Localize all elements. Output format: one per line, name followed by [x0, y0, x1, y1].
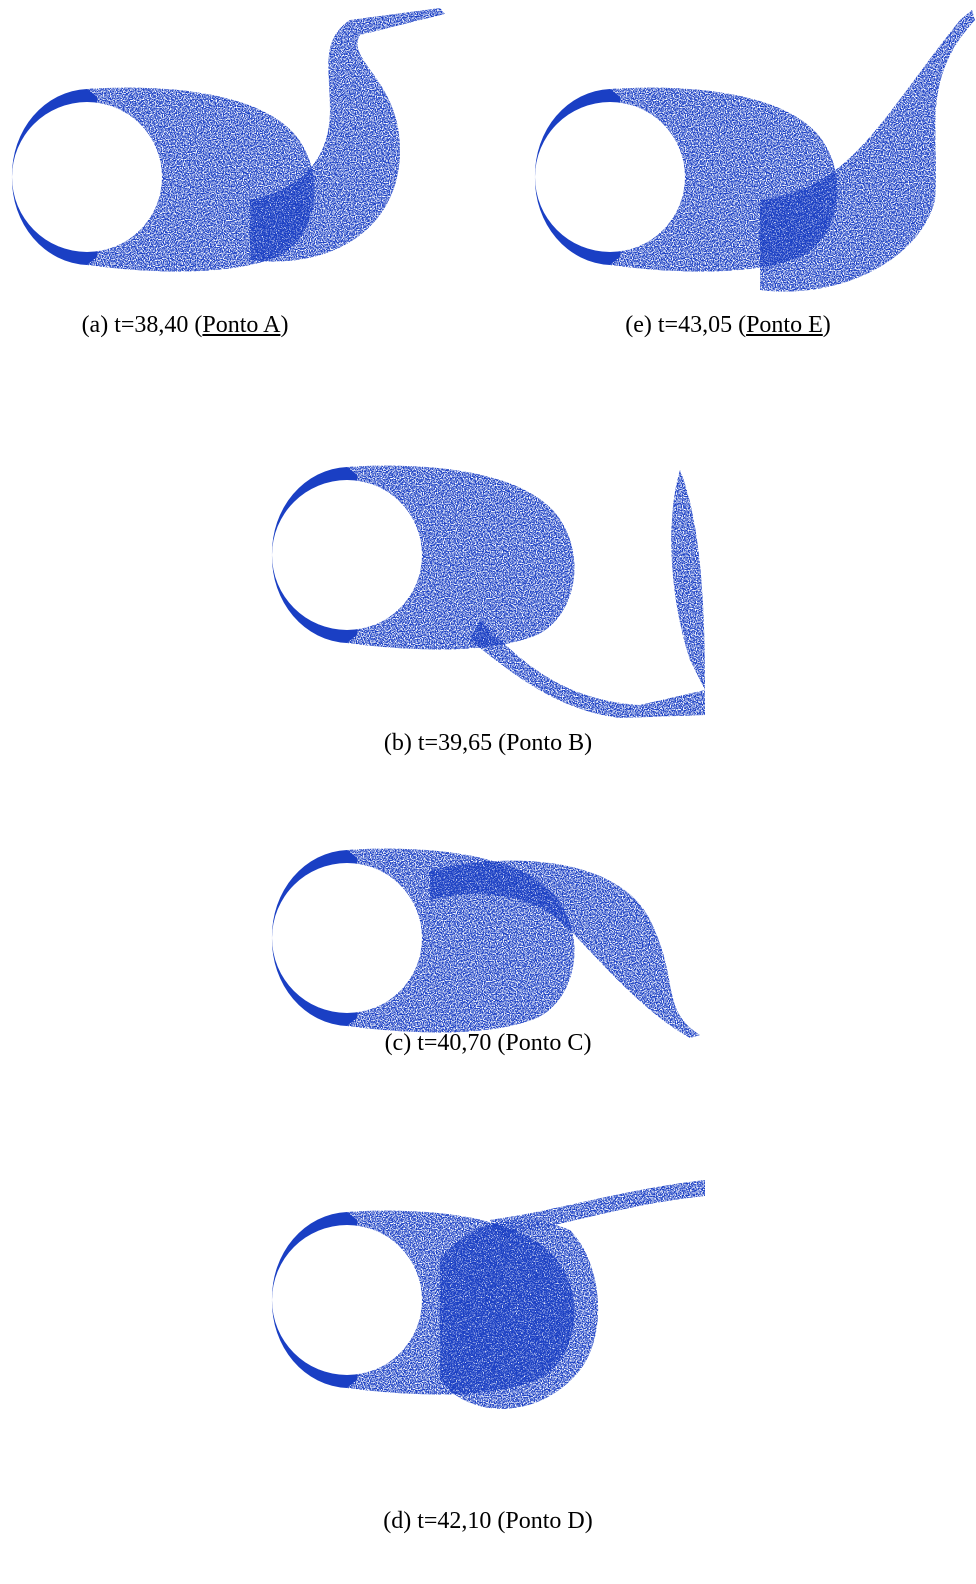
caption: (c) t=40,70 (Ponto C)	[385, 1030, 592, 1057]
page: {"panels": [ {"prefix": "(a) t=38,40 (",…	[0, 0, 976, 1584]
caption-suffix: )	[280, 312, 288, 338]
caption: (b) t=39,65 (Ponto B)	[384, 730, 592, 757]
caption-prefix: (e) t=43,05 (	[625, 312, 746, 338]
panel-a	[12, 8, 445, 272]
caption-prefix: (a) t=38,40 (	[82, 312, 203, 338]
panel-b	[272, 466, 705, 718]
panel-c	[272, 849, 700, 1038]
caption-point: Ponto E	[746, 312, 823, 338]
caption-suffix: )	[583, 1030, 591, 1056]
caption-prefix: (c) t=40,70 (	[385, 1030, 506, 1056]
caption-suffix: )	[585, 1508, 593, 1534]
caption: (e) t=43,05 (Ponto E)	[625, 312, 831, 339]
caption-point: Ponto B	[506, 730, 584, 756]
panel-d	[272, 1180, 705, 1409]
panel-e	[535, 10, 975, 292]
caption: (d) t=42,10 (Ponto D)	[383, 1508, 593, 1535]
figure	[0, 0, 976, 1584]
caption-point: Ponto D	[505, 1508, 584, 1534]
caption-point: Ponto A	[202, 312, 280, 338]
caption-prefix: (d) t=42,10 (	[383, 1508, 505, 1534]
caption-point: Ponto C	[505, 1030, 583, 1056]
caption-suffix: )	[584, 730, 592, 756]
caption-suffix: )	[823, 312, 831, 338]
caption: (a) t=38,40 (Ponto A)	[82, 312, 289, 339]
caption-prefix: (b) t=39,65 (	[384, 730, 506, 756]
